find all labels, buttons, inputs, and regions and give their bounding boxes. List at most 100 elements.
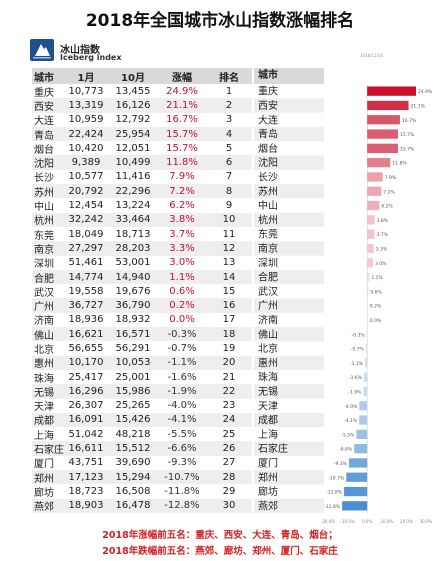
table-row: 合肥 14,774 14,940 1.1% 14 xyxy=(32,269,252,285)
bar xyxy=(367,258,374,268)
cell-city: 西安 xyxy=(34,101,54,113)
cell-change: 0.0% xyxy=(169,314,195,326)
bar xyxy=(367,129,398,139)
cell-oct: 39,690 xyxy=(115,457,151,469)
data-label: 11.8% xyxy=(392,161,407,167)
x-tick-label: -10.0% xyxy=(341,519,355,524)
cell-rank: 7 xyxy=(225,171,233,183)
table-row: 北京 56,655 56,291 -0.7% 19 xyxy=(32,341,252,356)
label-row-bg xyxy=(254,126,324,142)
cell-city: 长沙 xyxy=(34,173,54,185)
cell-change: 7.9% xyxy=(169,171,195,183)
cell-jan: 16,621 xyxy=(68,328,104,340)
header-rank: 排名 xyxy=(219,72,239,84)
label-row-bg xyxy=(254,355,324,370)
table-row: 杭州 32,242 33,464 3.8% 10 xyxy=(32,212,252,227)
cell-jan: 20,792 xyxy=(68,185,104,197)
cell-city: 上海 xyxy=(34,430,54,442)
cell-change: -11.8% xyxy=(164,485,200,497)
cell-rank: 5 xyxy=(225,142,233,154)
cell-change: 0.6% xyxy=(169,285,195,297)
cell-oct: 15,512 xyxy=(115,443,151,455)
label-row-bg xyxy=(254,384,324,399)
table-row: 广州 36,727 36,790 0.2% 16 xyxy=(32,298,252,313)
cell-rank: 18 xyxy=(222,328,236,340)
category-label: 上海 xyxy=(258,428,278,441)
cell-oct: 33,464 xyxy=(115,214,151,226)
bar xyxy=(365,358,368,368)
bar xyxy=(366,329,368,339)
cell-city: 惠州 xyxy=(34,359,54,371)
data-label: 3.8% xyxy=(377,218,389,224)
header-city: 城市 xyxy=(34,72,54,84)
date-note: 2018/11/16 xyxy=(360,53,384,58)
data-label: 15.7% xyxy=(400,132,415,138)
cell-oct: 14,940 xyxy=(115,271,151,283)
bar xyxy=(367,286,369,296)
footer-losers: 2018年跌幅前五名：燕郊、廊坊、郑州、厦门、石家庄 xyxy=(102,546,338,557)
label-row-bg xyxy=(254,412,324,428)
category-label: 郑州 xyxy=(258,471,278,484)
cell-city: 深圳 xyxy=(34,259,54,271)
table-row: 西安 13,319 16,126 21.1% 2 xyxy=(32,98,252,113)
category-label: 青岛 xyxy=(258,128,278,141)
table-row: 佛山 16,621 16,571 -0.3% 18 xyxy=(32,327,252,342)
cell-jan: 16,611 xyxy=(68,443,104,455)
cell-city: 南京 xyxy=(34,244,54,256)
table-row: 济南 18,936 18,932 0.0% 17 xyxy=(32,313,252,327)
x-tick-label: 10.0% xyxy=(380,519,393,524)
data-label: 21.1% xyxy=(411,103,426,109)
table-row: 中山 12,454 13,224 6.2% 9 xyxy=(32,198,252,213)
bar xyxy=(356,429,368,439)
data-label: 15.7% xyxy=(400,146,415,152)
cell-change: -0.7% xyxy=(167,342,197,354)
category-label: 长沙 xyxy=(258,171,278,183)
bar xyxy=(342,501,368,511)
cell-change: -10.7% xyxy=(164,471,200,483)
cell-oct: 10,499 xyxy=(115,157,151,169)
bar xyxy=(344,486,368,497)
category-label: 天津 xyxy=(258,400,278,412)
cell-oct: 16,126 xyxy=(115,99,151,111)
cell-jan: 36,727 xyxy=(68,300,104,312)
header-change: 涨幅 xyxy=(172,72,192,84)
cell-oct: 25,265 xyxy=(115,400,151,412)
cell-rank: 24 xyxy=(222,414,236,426)
cell-city: 成都 xyxy=(34,416,54,428)
cell-rank: 23 xyxy=(222,400,236,412)
cell-change: -4.0% xyxy=(167,400,197,412)
cell-rank: 13 xyxy=(222,257,236,269)
label-row-bg xyxy=(254,498,324,513)
cell-jan: 43,751 xyxy=(68,457,104,469)
table-row: 深圳 51,461 53,001 3.0% 13 xyxy=(32,256,252,270)
data-label: 7.9% xyxy=(385,175,397,181)
category-label: 北京 xyxy=(258,342,278,355)
cell-oct: 15,986 xyxy=(115,385,151,397)
cell-jan: 18,936 xyxy=(68,314,104,326)
cell-change: 3.7% xyxy=(169,228,195,240)
data-label: -4.1% xyxy=(344,418,358,424)
cell-oct: 18,932 xyxy=(115,314,151,326)
table-row: 上海 51,042 48,218 -5.5% 25 xyxy=(32,427,252,442)
table-row: 南京 27,297 28,203 3.3% 12 xyxy=(32,241,252,256)
table-row: 沈阳 9,389 10,499 11.8% 6 xyxy=(32,155,252,170)
table-row: 重庆 10,773 13,455 24.9% 1 xyxy=(32,84,252,99)
cell-rank: 4 xyxy=(225,128,233,140)
cell-oct: 22,296 xyxy=(115,185,151,197)
cell-rank: 17 xyxy=(222,314,236,326)
data-label: 1.1% xyxy=(371,275,383,281)
cell-change: -1.1% xyxy=(167,357,197,369)
cell-rank: 9 xyxy=(225,200,233,212)
cell-change: 3.8% xyxy=(169,214,195,226)
cell-rank: 22 xyxy=(222,385,236,397)
table-row: 燕郊 18,903 16,478 -12.8% 30 xyxy=(32,498,252,513)
category-label: 广州 xyxy=(258,300,278,312)
data-label: -12.8% xyxy=(324,504,341,510)
cell-jan: 10,170 xyxy=(68,357,104,369)
cell-jan: 51,461 xyxy=(68,257,104,269)
cell-jan: 17,123 xyxy=(68,471,104,483)
cell-jan: 18,723 xyxy=(68,485,104,497)
cell-city: 佛山 xyxy=(34,330,54,342)
label-row-bg xyxy=(254,184,324,199)
cell-oct: 36,790 xyxy=(115,300,151,312)
